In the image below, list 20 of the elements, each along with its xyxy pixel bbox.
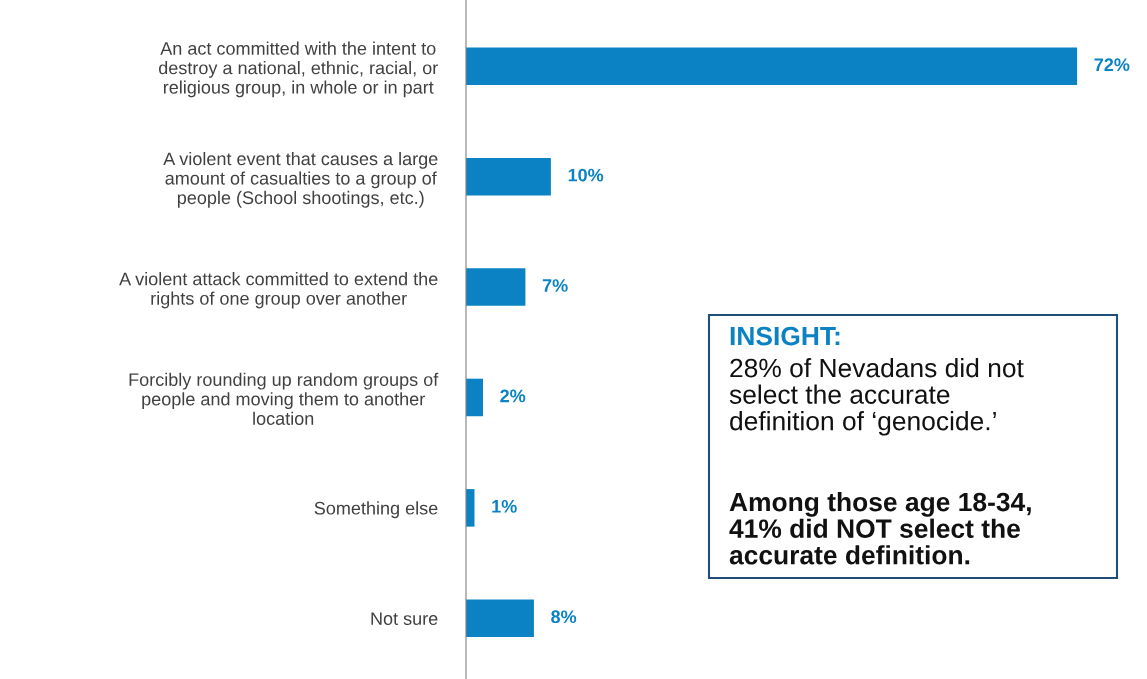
data-label: 72% xyxy=(1094,58,1130,72)
y-tick-label: Forcibly rounding up random groups of people and moving them to another location xyxy=(129,372,439,425)
y-tick-label: A violent attack committed to extend the rights of one group over another xyxy=(119,272,438,309)
y-tick-label: A violent event that causes a large amount of casualties to a group of people (School shootings, etc.) xyxy=(163,151,438,208)
data-label: 1% xyxy=(492,499,517,513)
bar xyxy=(466,268,526,306)
annotation: 28% of Nevadans did not select the accurate definition of ‘genocide.’ xyxy=(729,358,1024,436)
data-label: 7% xyxy=(542,279,568,292)
bar xyxy=(466,47,1078,86)
bar xyxy=(466,157,551,196)
y-tick-label: An act committed with the intent to destroy a national, ethnic, racial, or religious group, in whole or in part xyxy=(158,41,438,98)
annotation: Among those age 18-34, 41% did NOT select the accurate definition. xyxy=(729,492,1031,565)
data-label: 10% xyxy=(568,168,604,182)
y-tick-label: Something else xyxy=(314,501,438,519)
y-tick-label: Not sure xyxy=(371,612,438,625)
bar xyxy=(466,378,483,417)
data-label: 8% xyxy=(551,610,577,624)
bar xyxy=(466,599,534,638)
data-label: 2% xyxy=(500,389,526,403)
annotation: INSIGHT: xyxy=(730,326,840,346)
